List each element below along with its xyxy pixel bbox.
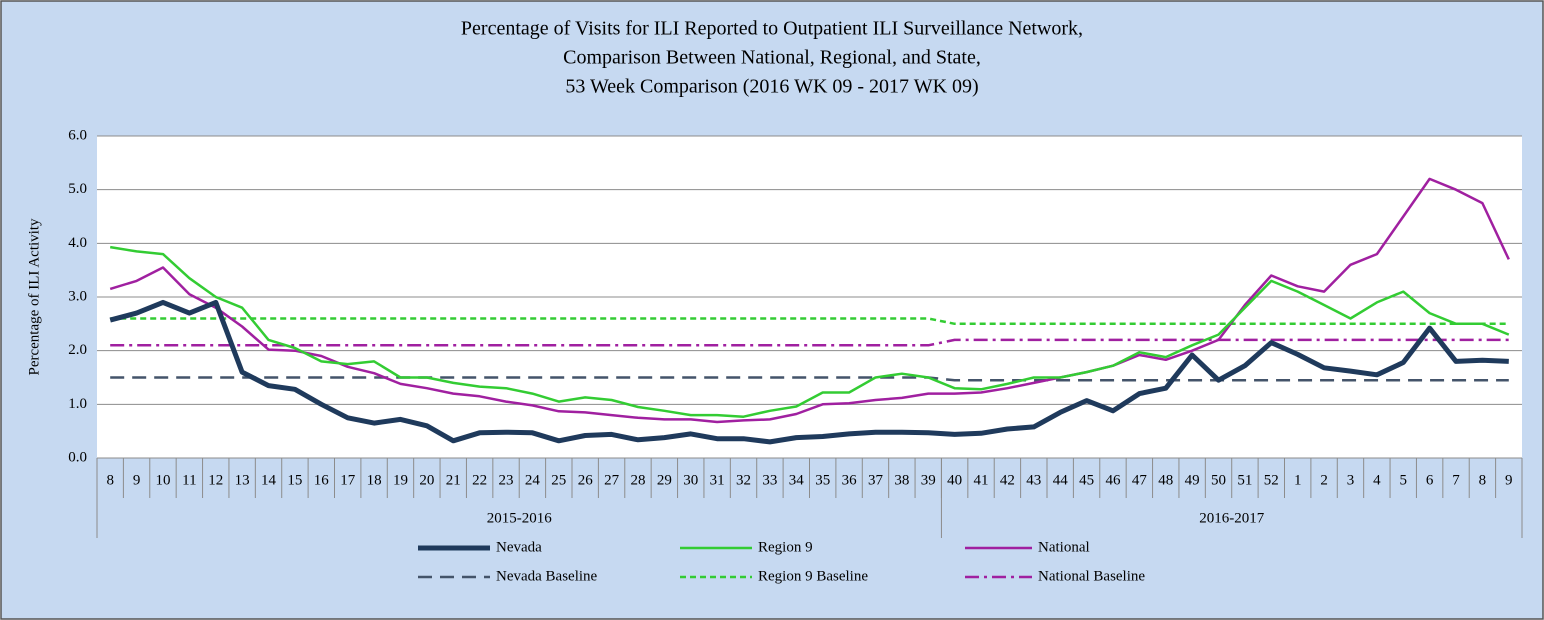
x-tick-label: 46 xyxy=(1105,472,1121,488)
x-tick-label: 25 xyxy=(551,472,566,488)
y-tick-label: 4.0 xyxy=(68,235,87,251)
x-tick-label: 49 xyxy=(1185,472,1200,488)
legend-label: Region 9 xyxy=(758,539,813,555)
x-tick-label: 36 xyxy=(842,472,858,488)
x-tick-label: 23 xyxy=(499,472,514,488)
x-tick-label: 20 xyxy=(419,472,434,488)
x-tick-label: 5 xyxy=(1400,472,1408,488)
series-line xyxy=(109,299,1509,445)
x-tick-label: 30 xyxy=(683,472,698,488)
x-tick-label: 40 xyxy=(947,472,962,488)
x-tick-label: 14 xyxy=(261,472,277,488)
group-label: 2015-2016 xyxy=(487,510,552,526)
x-tick-label: 22 xyxy=(472,472,487,488)
x-tick-label: 9 xyxy=(1505,472,1513,488)
y-tick-label: 6.0 xyxy=(68,127,87,143)
legend-label: Region 9 Baseline xyxy=(758,568,868,584)
x-tick-label: 11 xyxy=(182,472,196,488)
x-tick-label: 16 xyxy=(314,472,330,488)
x-tick-label: 47 xyxy=(1132,472,1148,488)
x-tick-label: 52 xyxy=(1264,472,1279,488)
chart-title: Comparison Between National, Regional, a… xyxy=(563,47,981,69)
series-line xyxy=(110,338,1509,347)
series-line xyxy=(110,317,1509,326)
group-label: 2016-2017 xyxy=(1199,510,1264,526)
x-tick-label: 2 xyxy=(1320,472,1328,488)
x-tick-label: 51 xyxy=(1237,472,1252,488)
x-tick-label: 8 xyxy=(106,472,114,488)
x-tick-label: 45 xyxy=(1079,472,1094,488)
x-tick-label: 7 xyxy=(1452,472,1460,488)
x-tick-label: 41 xyxy=(974,472,989,488)
x-tick-label: 31 xyxy=(710,472,725,488)
x-tick-label: 38 xyxy=(894,472,909,488)
x-tick-label: 27 xyxy=(604,472,620,488)
x-tick-label: 44 xyxy=(1053,472,1069,488)
x-tick-label: 6 xyxy=(1426,472,1434,488)
y-axis-label: Percentage of ILI Activity xyxy=(26,218,42,376)
x-tick-label: 17 xyxy=(340,472,356,488)
chart-title: 53 Week Comparison (2016 WK 09 - 2017 WK… xyxy=(565,76,978,98)
legend-label: Nevada xyxy=(496,539,542,555)
y-tick-label: 3.0 xyxy=(68,288,87,304)
x-tick-label: 34 xyxy=(789,472,805,488)
x-tick-label: 39 xyxy=(921,472,936,488)
x-tick-label: 3 xyxy=(1347,472,1355,488)
x-tick-label: 8 xyxy=(1479,472,1487,488)
legend-label: National Baseline xyxy=(1038,568,1145,584)
chart-title: Percentage of Visits for ILI Reported to… xyxy=(461,18,1083,40)
x-tick-label: 4 xyxy=(1373,472,1381,488)
x-tick-label: 9 xyxy=(133,472,141,488)
legend-label: Nevada Baseline xyxy=(496,568,598,584)
x-tick-label: 18 xyxy=(367,472,382,488)
x-tick-label: 29 xyxy=(657,472,672,488)
x-tick-label: 13 xyxy=(235,472,250,488)
x-tick-label: 42 xyxy=(1000,472,1015,488)
x-tick-label: 21 xyxy=(446,472,461,488)
y-tick-label: 0.0 xyxy=(68,449,87,465)
x-tick-label: 15 xyxy=(287,472,302,488)
legend-label: National xyxy=(1038,539,1090,555)
x-tick-label: 50 xyxy=(1211,472,1226,488)
x-tick-label: 12 xyxy=(208,472,223,488)
series-line xyxy=(109,177,1510,424)
y-tick-label: 2.0 xyxy=(68,342,87,358)
x-tick-label: 28 xyxy=(630,472,645,488)
x-tick-label: 35 xyxy=(815,472,830,488)
series-line xyxy=(109,245,1510,418)
y-tick-label: 5.0 xyxy=(68,181,87,197)
x-tick-label: 37 xyxy=(868,472,884,488)
x-tick-label: 19 xyxy=(393,472,408,488)
x-tick-label: 1 xyxy=(1294,472,1302,488)
x-tick-label: 10 xyxy=(155,472,170,488)
y-tick-label: 1.0 xyxy=(68,396,87,412)
x-tick-label: 24 xyxy=(525,472,541,488)
x-tick-label: 43 xyxy=(1026,472,1041,488)
x-tick-label: 48 xyxy=(1158,472,1173,488)
x-tick-label: 33 xyxy=(762,472,777,488)
x-tick-label: 32 xyxy=(736,472,751,488)
series-line xyxy=(110,376,1509,382)
x-tick-label: 26 xyxy=(578,472,594,488)
